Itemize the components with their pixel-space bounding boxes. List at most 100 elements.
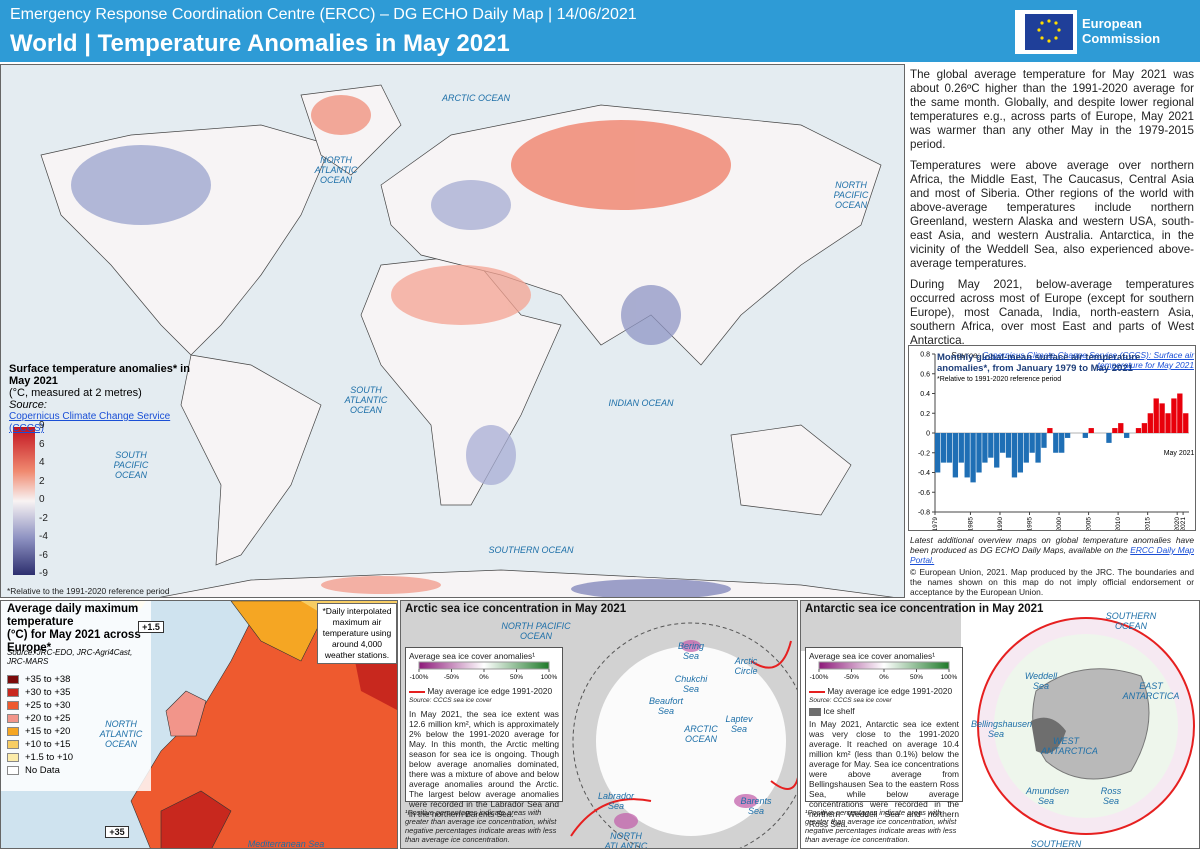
paragraph: The global average temperature for May 2… <box>910 68 1194 151</box>
bar <box>1106 433 1112 443</box>
bar <box>1059 433 1065 453</box>
chart-title: Monthly global-mean surface air temperat… <box>937 352 1141 374</box>
logo-text: European <box>1082 16 1142 31</box>
bar <box>1177 393 1183 433</box>
bar <box>1041 433 1047 448</box>
x-tick-label: 2021 <box>1180 517 1187 530</box>
legend-swatch <box>7 766 19 775</box>
legend-bar: -100% -50% 0% 50% 100% <box>410 661 558 681</box>
bar <box>946 433 953 463</box>
map-label: NORTH ATLANTIC OCEAN <box>99 719 143 749</box>
legend-item: +25 to +30 <box>7 699 73 712</box>
colorbar-tick: 9 <box>39 420 45 431</box>
legend-tick-label: 0% <box>879 674 889 681</box>
colorbar-tick: 2 <box>39 475 45 487</box>
legend-swatch <box>7 714 19 723</box>
map-label: NORTH PACIFIC OCEAN <box>501 621 571 641</box>
arctic-text: In May 2021, the sea ice extent was 12.6… <box>409 709 559 819</box>
map-label: WEST ANTARCTICA <box>1041 736 1098 756</box>
colorbar-tick: -4 <box>39 531 48 542</box>
bar <box>994 433 1000 468</box>
chart-subtitle: *Relative to 1991-2020 reference period <box>937 376 1062 383</box>
chart: -0.8 -0.6 -0.4 -0.2 0 0.2 0.4 0.6 0.8 1979 1985 199… <box>918 352 1195 532</box>
x-tick-label: 2020 <box>1174 517 1181 530</box>
legend-item: +1.5 to +10 <box>7 751 73 764</box>
legend-link[interactable]: Copernicus Climate Change Service (CCCS) <box>9 411 171 434</box>
bar <box>1082 433 1088 438</box>
note-link[interactable]: ERCC Daily Map Portal. <box>910 545 1195 565</box>
legend-source: Source: CCCS sea ice cover <box>409 697 492 704</box>
bar <box>1135 428 1142 433</box>
map-label: ARCTIC OCEAN <box>684 724 718 744</box>
text-column: The global average temperature for May 2… <box>910 68 1194 370</box>
map-label: EAST ANTARCTICA <box>1122 681 1180 701</box>
legend-tick-label: -100% <box>810 674 829 681</box>
paragraph: During May 2021, below-average temperatu… <box>910 278 1194 347</box>
bar <box>1005 433 1012 458</box>
supertitle: Emergency Response Coordination Centre (… <box>10 6 637 23</box>
bar <box>952 433 959 478</box>
colorbar-tick: -2 <box>39 512 48 524</box>
bar <box>964 433 970 478</box>
map-label: Weddell Sea <box>1024 671 1058 691</box>
antarctic-text: In May 2021, Antarctic sea ice extent wa… <box>809 719 959 829</box>
legend-title: Average sea ice cover anomalies¹ <box>409 651 536 661</box>
legend-source: Source: <box>9 399 47 411</box>
legend-item: +15 to +20 <box>7 725 73 738</box>
bar <box>1047 428 1053 433</box>
map-label: SOUTHERN OCEAN <box>1030 839 1082 849</box>
y-tick-label: -0.2 <box>918 450 930 457</box>
map-legend: Surface temperature anomalies* in May 20… <box>9 363 199 435</box>
y-tick-label: -0.4 <box>918 470 930 477</box>
legend-label: +30 to +35 <box>25 687 71 698</box>
map-label: Chukchi Sea <box>674 674 708 694</box>
legend-swatch <box>7 688 19 697</box>
legend-item: No Data <box>7 764 73 777</box>
antarctic-map <box>801 601 1199 848</box>
legend-gradient <box>818 661 950 670</box>
title: World | Temperature Anomalies in May 202… <box>10 30 510 57</box>
legend-bar: -100% -50% 0% 50% 100% <box>810 661 958 681</box>
map-label: +1.5 <box>138 621 164 633</box>
bar <box>1053 433 1059 453</box>
header: Emergency Response Coordination Centre (… <box>0 0 1200 62</box>
bar <box>982 433 988 463</box>
legend-item: +20 to +25 <box>7 712 73 725</box>
bar <box>970 433 976 483</box>
ocean-label: SOUTHERN OCEAN <box>488 545 574 555</box>
x-tick-label: 2010 <box>1115 517 1122 530</box>
bar <box>940 433 947 463</box>
legend-tick-label: 50% <box>910 674 923 681</box>
legend-swatch <box>7 753 19 762</box>
bar <box>1017 433 1024 473</box>
source-label: Source: <box>951 350 980 360</box>
source-link[interactable]: Copernicus Climate Change Service (CCCS)… <box>982 350 1194 370</box>
legend-swatch <box>7 701 19 710</box>
map-label: Beaufort Sea <box>648 696 684 716</box>
arctic-title: Arctic sea ice concentration in May 2021 <box>405 603 627 615</box>
bar <box>1023 433 1029 463</box>
bar <box>999 433 1006 453</box>
ocean-label: NORTH ATLANTIC OCEAN <box>314 155 358 185</box>
bar <box>958 433 964 463</box>
world-map <box>1 65 904 597</box>
annotation: May 2021 <box>1164 450 1195 457</box>
bar <box>1112 428 1118 433</box>
map-label: Bellingshausen Sea <box>971 719 1033 739</box>
legend-label: +1.5 to +10 <box>25 752 74 763</box>
note: Latest additional overview maps on globa… <box>910 535 1194 555</box>
antarctic-footnote: ¹Positive percentages indicate areas wit… <box>805 808 957 844</box>
bar <box>1147 413 1153 433</box>
y-tick-label: 0.4 <box>920 391 930 398</box>
x-tick-label: 2000 <box>1056 517 1063 530</box>
bar <box>1141 423 1148 433</box>
ocean-label: SOUTH PACIFIC OCEAN <box>113 450 149 480</box>
arctic-panel: Arctic sea ice concentration in May 2021… <box>400 600 798 849</box>
bar <box>1159 403 1165 433</box>
footnote: *Relative to the 1991-2020 reference per… <box>7 586 170 596</box>
europe-title-text: Average daily maximum temperature <box>7 603 139 628</box>
legend-title: Average sea ice cover anomalies¹ <box>809 651 936 661</box>
bar <box>976 433 982 473</box>
colorbar-tick: 4 <box>39 457 45 468</box>
map-label: Barents Sea <box>740 796 772 816</box>
